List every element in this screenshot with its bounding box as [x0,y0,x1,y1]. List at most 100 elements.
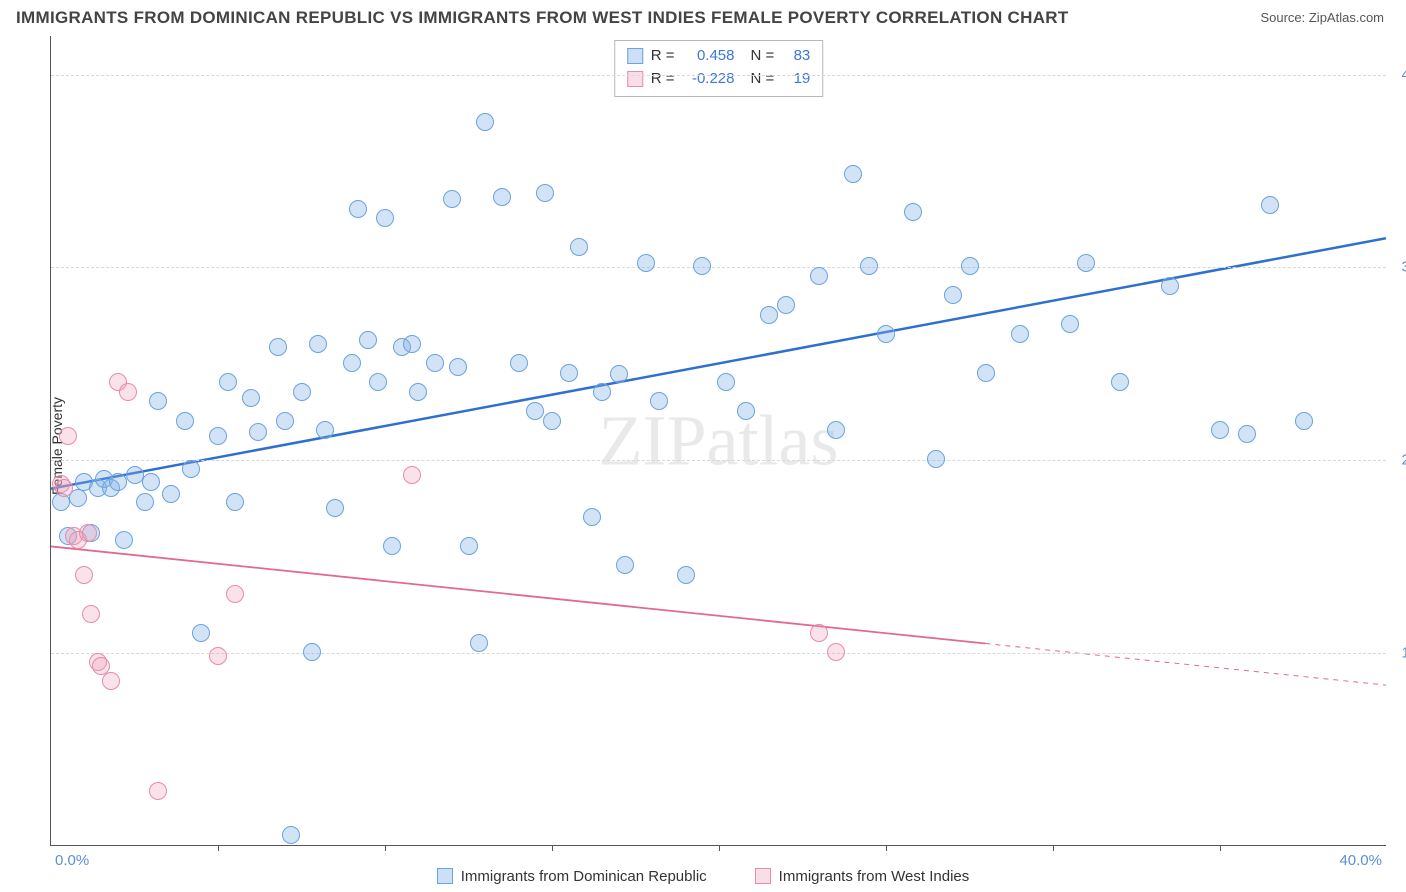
scatter-point [376,209,394,227]
scatter-point [616,556,634,574]
scatter-point [526,402,544,420]
legend-swatch [755,868,771,884]
y-tick-label: 30.0% [1401,259,1406,276]
scatter-point [102,672,120,690]
scatter-point [119,383,137,401]
stats-row: R =0.458N =83 [627,45,811,68]
x-tick-mark [1053,845,1054,851]
plot-area: ZIPatlas R =0.458N =83R =-0.228N =19 0.0… [50,36,1386,846]
scatter-point [810,267,828,285]
legend-label: Immigrants from West Indies [779,868,970,885]
gridline-h [51,653,1386,654]
scatter-point [717,373,735,391]
scatter-point [1295,412,1313,430]
scatter-point [409,383,427,401]
scatter-point [1111,373,1129,391]
scatter-point [593,383,611,401]
scatter-point [1261,196,1279,214]
scatter-point [904,203,922,221]
r-value: 0.458 [683,45,735,68]
scatter-point [149,782,167,800]
x-tick-mark [1220,845,1221,851]
scatter-point [570,238,588,256]
scatter-point [276,412,294,430]
y-tick-label: 20.0% [1401,452,1406,469]
gridline-h [51,267,1386,268]
scatter-point [650,392,668,410]
scatter-point [282,826,300,844]
x-axis-max-label: 40.0% [1339,852,1382,869]
scatter-point [209,427,227,445]
scatter-point [369,373,387,391]
scatter-point [737,402,755,420]
scatter-point [115,531,133,549]
legend-swatch [627,48,643,64]
scatter-point [827,421,845,439]
scatter-point [510,354,528,372]
x-tick-mark [552,845,553,851]
scatter-point [777,296,795,314]
scatter-point [316,421,334,439]
legend-swatch [627,71,643,87]
scatter-point [219,373,237,391]
scatter-point [349,200,367,218]
scatter-point [176,412,194,430]
scatter-point [693,257,711,275]
scatter-point [82,605,100,623]
x-tick-mark [218,845,219,851]
y-tick-label: 40.0% [1401,66,1406,83]
scatter-point [449,358,467,376]
r-label: R = [651,45,675,68]
n-label: N = [751,45,775,68]
scatter-point [543,412,561,430]
scatter-point [844,165,862,183]
scatter-point [1011,325,1029,343]
scatter-point [226,585,244,603]
y-tick-label: 10.0% [1401,645,1406,662]
scatter-point [760,306,778,324]
scatter-point [142,473,160,491]
scatter-point [126,466,144,484]
legend-item: Immigrants from Dominican Republic [437,868,707,885]
trend-lines [51,36,1386,845]
scatter-point [961,257,979,275]
scatter-point [1077,254,1095,272]
scatter-point [249,423,267,441]
scatter-point [403,466,421,484]
x-tick-mark [719,845,720,851]
scatter-point [79,524,97,542]
scatter-point [269,338,287,356]
scatter-point [403,335,421,353]
legend-item: Immigrants from West Indies [755,868,970,885]
scatter-point [493,188,511,206]
scatter-point [75,566,93,584]
scatter-point [944,286,962,304]
scatter-point [460,537,478,555]
scatter-point [677,566,695,584]
scatter-point [810,624,828,642]
n-value: 19 [782,68,810,91]
scatter-point [343,354,361,372]
n-label: N = [751,68,775,91]
legend-label: Immigrants from Dominican Republic [461,868,707,885]
scatter-point [149,392,167,410]
watermark: ZIPatlas [599,399,839,482]
scatter-point [860,257,878,275]
scatter-point [610,365,628,383]
r-label: R = [651,68,675,91]
legend-swatch [437,868,453,884]
scatter-point [1061,315,1079,333]
scatter-point [583,508,601,526]
scatter-point [303,643,321,661]
stats-legend-box: R =0.458N =83R =-0.228N =19 [614,40,824,97]
scatter-point [1161,277,1179,295]
chart-title: IMMIGRANTS FROM DOMINICAN REPUBLIC VS IM… [16,8,1069,28]
scatter-point [443,190,461,208]
scatter-point [560,364,578,382]
scatter-point [226,493,244,511]
stats-row: R =-0.228N =19 [627,68,811,91]
gridline-h [51,460,1386,461]
x-axis-min-label: 0.0% [55,852,89,869]
scatter-point [162,485,180,503]
scatter-point [383,537,401,555]
